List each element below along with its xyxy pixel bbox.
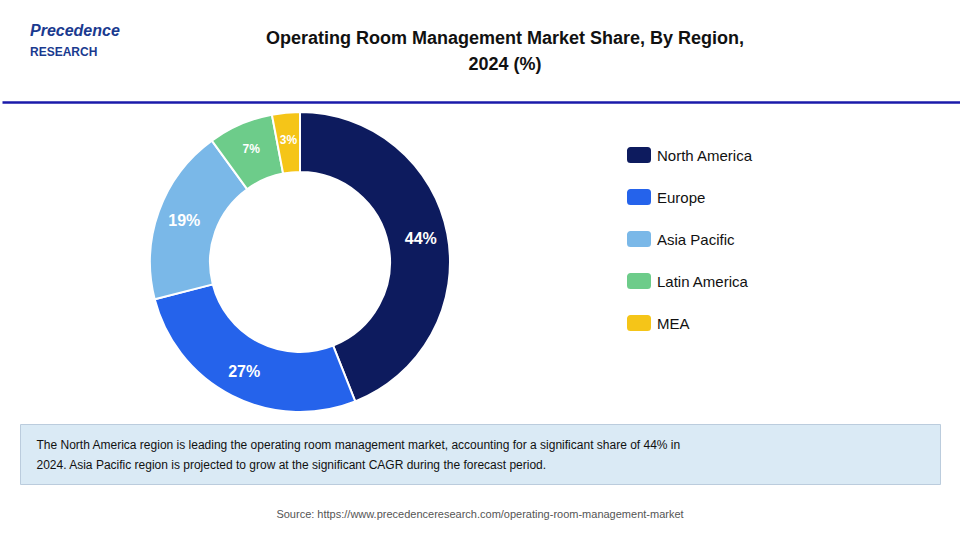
svg-text:RESEARCH: RESEARCH: [30, 45, 97, 59]
svg-text:MEA: MEA: [657, 315, 690, 332]
svg-text:19%: 19%: [168, 212, 200, 229]
svg-text:2024 (%): 2024 (%): [468, 54, 541, 74]
svg-text:44%: 44%: [405, 230, 437, 247]
svg-text:27%: 27%: [228, 363, 260, 380]
svg-text:Asia Pacific: Asia Pacific: [657, 231, 735, 248]
svg-text:North America: North America: [657, 147, 753, 164]
svg-text:Latin America: Latin America: [657, 273, 749, 290]
svg-text:Source: https://www.precedence: Source: https://www.precedenceresearch.c…: [276, 508, 683, 520]
svg-text:3%: 3%: [280, 133, 298, 147]
svg-text:The North America region is le: The North America region is leading the …: [37, 438, 681, 452]
svg-text:2024. Asia Pacific region is p: 2024. Asia Pacific region is projected t…: [37, 458, 547, 472]
svg-text:7%: 7%: [242, 142, 260, 156]
svg-text:Operating Room Management Mark: Operating Room Management Market Share, …: [266, 28, 744, 48]
svg-text:Precedence: Precedence: [30, 22, 120, 39]
svg-text:Europe: Europe: [657, 189, 705, 206]
